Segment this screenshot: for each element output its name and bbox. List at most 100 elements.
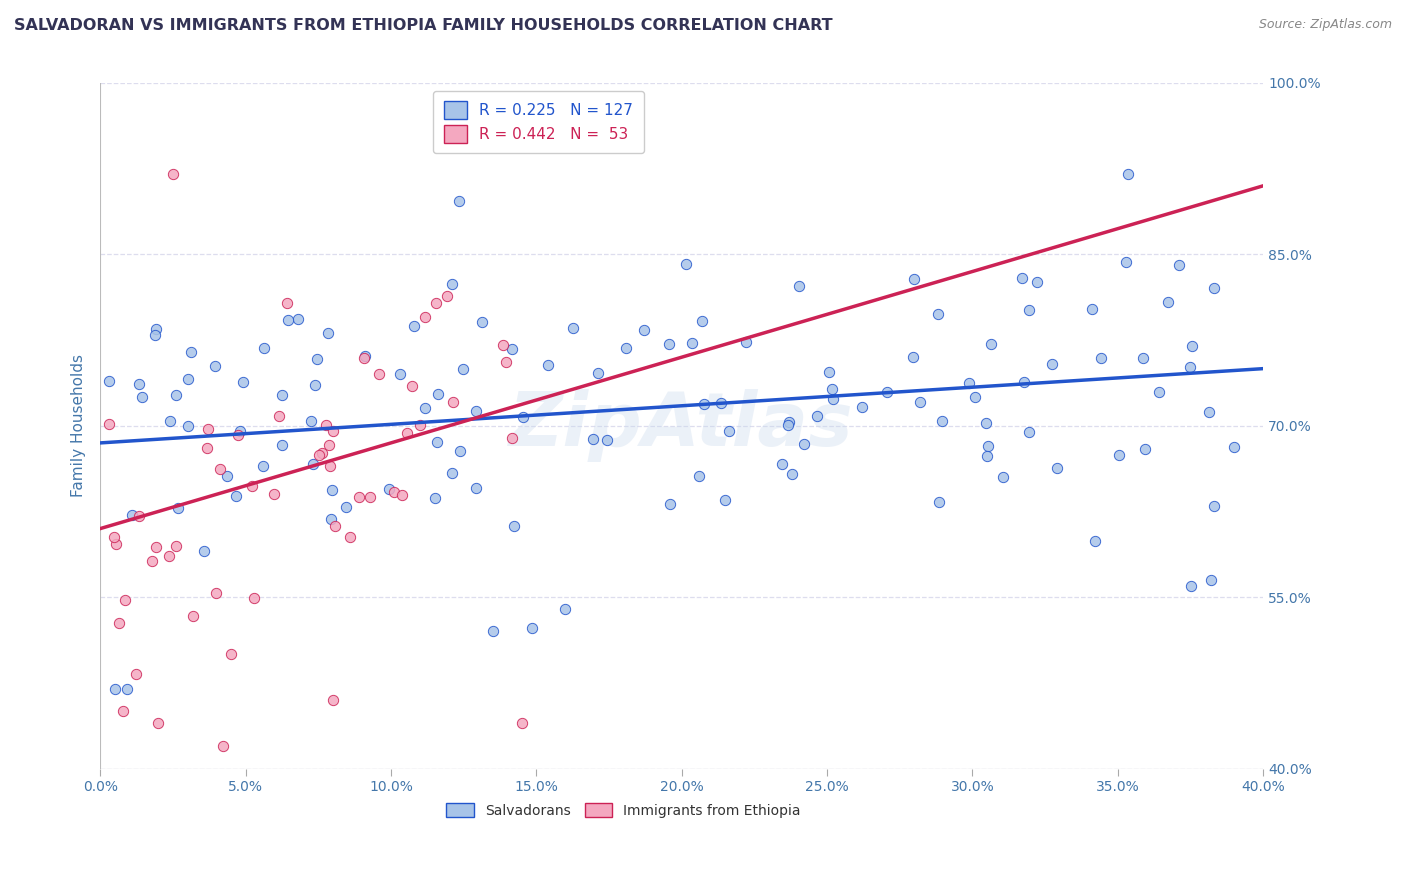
Point [335,500,357,514]
Point [1199,573,1222,587]
Point [165,539,187,553]
Point [409,417,432,432]
Point [1157,295,1180,310]
Point [267,409,290,424]
Point [562,321,585,335]
Point [311,446,333,460]
Point [253,342,276,356]
Point [276,296,298,310]
Point [143,328,166,343]
Point [353,351,375,365]
Point [148,715,170,730]
Point [481,624,503,639]
Point [107,615,129,630]
Point [315,418,337,433]
Text: ZipAtlas: ZipAtlas [509,389,853,462]
Point [302,457,325,471]
Point [770,457,793,471]
Point [710,395,733,409]
Point [1116,167,1139,181]
Point [554,601,576,615]
Point [413,401,436,416]
Point [817,365,839,379]
Point [252,459,274,474]
Point [128,509,150,524]
Point [1198,404,1220,418]
Point [991,470,1014,484]
Point [502,519,524,533]
Point [1204,499,1226,513]
Point [1180,579,1202,593]
Point [388,367,411,381]
Point [596,433,619,447]
Point [368,368,391,382]
Point [464,404,486,418]
Point [977,439,1000,453]
Point [193,544,215,558]
Point [501,431,523,445]
Point [1181,338,1204,352]
Point [322,425,344,439]
Point [98,417,121,431]
Point [98,374,121,388]
Point [205,586,228,600]
Point [928,495,950,509]
Point [633,323,655,337]
Point [277,313,299,327]
Point [159,414,181,428]
Point [232,375,254,389]
Point [495,355,517,369]
Point [240,478,263,492]
Text: SALVADORAN VS IMMIGRANTS FROM ETHIOPIA FAMILY HOUSEHOLDS CORRELATION CHART: SALVADORAN VS IMMIGRANTS FROM ETHIOPIA F… [14,18,832,33]
Point [299,414,322,428]
Point [780,467,803,482]
Point [112,705,135,719]
Point [1012,375,1035,389]
Point [391,488,413,502]
Text: Source: ZipAtlas.com: Source: ZipAtlas.com [1258,18,1392,31]
Point [426,435,449,450]
Point [688,468,710,483]
Point [963,390,986,404]
Y-axis label: Family Households: Family Households [72,354,86,497]
Point [166,501,188,516]
Point [229,424,252,438]
Point [449,444,471,458]
Point [441,395,464,409]
Point [681,336,703,351]
Point [128,376,150,391]
Point [212,739,235,753]
Point [195,442,218,456]
Point [415,310,437,325]
Point [104,681,127,696]
Point [1084,534,1107,549]
Point [287,311,309,326]
Point [675,258,697,272]
Point [821,382,844,396]
Point [582,432,605,446]
Point [1202,281,1225,295]
Point [396,425,419,440]
Point [512,409,534,424]
Point [354,349,377,363]
Point [927,307,949,321]
Point [157,549,180,563]
Point [901,350,924,364]
Point [778,415,800,429]
Point [180,344,202,359]
Point [903,271,925,285]
Point [323,518,346,533]
Point [177,418,200,433]
Point [806,409,828,424]
Point [1178,360,1201,375]
Point [537,358,560,372]
Point [162,167,184,181]
Point [423,491,446,506]
Point [1222,440,1244,454]
Point [1081,302,1104,317]
Point [319,511,342,525]
Point [104,537,127,551]
Point [735,335,758,350]
Point [776,417,799,432]
Point [426,387,449,401]
